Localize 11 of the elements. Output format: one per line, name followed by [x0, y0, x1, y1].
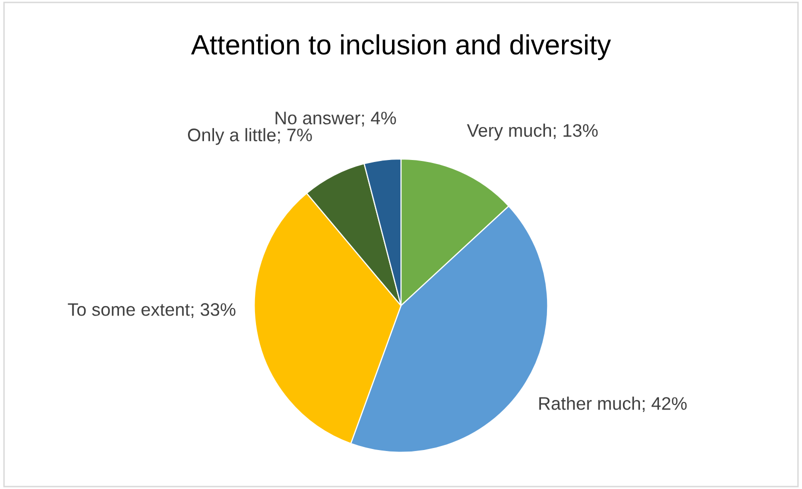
chart-title: Attention to inclusion and diversity — [191, 34, 611, 60]
slice-label: To some extent — [68, 303, 190, 316]
data-label: ; 7% — [278, 128, 312, 144]
slice-label: Very much — [466, 124, 551, 140]
data-label: ; 4% — [362, 112, 396, 127]
data-label: ; 33% — [192, 303, 236, 318]
data-label: ; 42% — [642, 397, 687, 412]
slice-label: Only a little — [188, 128, 276, 145]
slice-label: Rather much — [539, 396, 640, 410]
slice-label: No answer — [276, 112, 360, 124]
data-label: ; 13% — [554, 124, 598, 139]
